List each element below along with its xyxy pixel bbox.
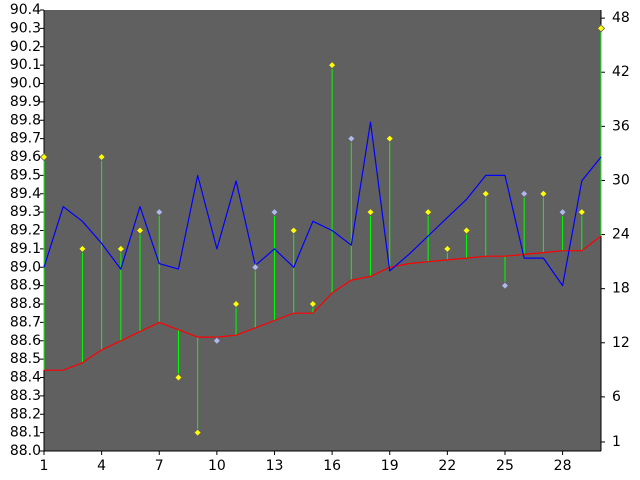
data-point	[481, 189, 490, 198]
data-point	[558, 208, 567, 217]
right-tick-label: 18	[612, 281, 630, 297]
data-point	[424, 208, 433, 217]
left-tick-label: 89.5	[10, 167, 41, 183]
x-tick-label: 25	[496, 458, 514, 474]
right-tick-label: 6	[612, 389, 621, 405]
right-tick-label: 12	[612, 335, 630, 351]
left-tick-label: 89.0	[10, 259, 41, 275]
data-point	[328, 61, 337, 70]
x-tick-label: 10	[208, 458, 226, 474]
left-tick-label: 89.4	[10, 186, 41, 202]
left-tick-label: 90.1	[10, 57, 41, 73]
left-y-axis: 88.0 88.1 88.2 88.3 88.4 88.5 88.6 88.7 88.8 88.9…	[10, 2, 45, 459]
left-tick-label: 89.3	[10, 204, 41, 220]
x-tick-label: 4	[97, 458, 106, 474]
data-point	[97, 152, 106, 162]
data-point	[347, 134, 356, 143]
left-tick-label: 90.3	[10, 20, 41, 36]
left-tick-label: 90.4	[10, 2, 41, 18]
series-line-2	[43, 121, 602, 287]
data-point	[500, 281, 510, 290]
x-tick-label: 22	[438, 458, 456, 474]
data-point	[577, 208, 586, 217]
left-tick-label: 88.2	[10, 406, 41, 422]
data-point	[539, 189, 548, 198]
left-tick-label: 89.2	[10, 223, 41, 239]
left-tick-label: 90.2	[10, 39, 41, 55]
left-tick-label: 89.6	[10, 149, 41, 165]
left-tick-label: 88.7	[10, 314, 41, 330]
left-tick-label: 88.4	[10, 370, 41, 386]
x-tick-label: 16	[323, 458, 341, 474]
data-point	[78, 244, 87, 253]
series-line-1	[44, 235, 602, 371]
right-tick-label: 48	[612, 10, 630, 26]
data-point	[308, 299, 317, 309]
left-tick-label: 89.8	[10, 112, 41, 128]
left-tick-label: 88.9	[10, 278, 41, 294]
left-tick-label: 89.7	[10, 131, 41, 147]
right-tick-label: 30	[612, 172, 630, 188]
x-axis: 1 4 7 10 13 16 19 22 25 28	[40, 450, 601, 474]
left-tick-label: 88.1	[10, 425, 41, 441]
data-point	[270, 208, 279, 217]
data-point	[39, 152, 49, 162]
data-point	[462, 226, 471, 235]
x-tick-label: 19	[381, 458, 399, 474]
right-tick-label: 36	[612, 118, 630, 134]
markers	[39, 24, 606, 437]
data-point	[116, 244, 125, 253]
data-point	[193, 428, 202, 437]
data-point	[135, 226, 145, 235]
data-point	[366, 208, 375, 217]
left-tick-label: 88.3	[10, 388, 41, 404]
left-tick-label: 88.0	[10, 443, 41, 459]
data-point	[289, 226, 298, 235]
right-y-axis: 1 6 12 18 24 30 36 42 48	[600, 10, 630, 451]
left-tick-label: 89.1	[10, 241, 41, 257]
data-point	[155, 208, 164, 217]
series-lines	[43, 121, 602, 371]
left-tick-label: 89.9	[10, 94, 41, 110]
x-tick-label: 28	[554, 458, 572, 474]
data-point	[385, 134, 394, 143]
data-point	[174, 373, 183, 382]
x-tick-label: 1	[40, 458, 49, 474]
x-tick-label: 7	[155, 458, 164, 474]
data-point	[251, 263, 260, 272]
data-point	[520, 189, 529, 198]
left-tick-label: 88.6	[10, 333, 41, 349]
vertical-lines	[43, 28, 602, 433]
left-tick-label: 90.0	[10, 76, 41, 92]
data-point	[443, 244, 452, 253]
left-tick-label: 88.8	[10, 296, 41, 312]
right-tick-label: 42	[612, 64, 630, 80]
right-tick-label: 1	[612, 434, 621, 450]
data-point	[212, 336, 221, 345]
x-tick-label: 13	[266, 458, 284, 474]
left-tick-label: 88.5	[10, 351, 41, 367]
data-point	[232, 299, 241, 309]
data-point	[596, 24, 606, 33]
right-tick-label: 24	[612, 227, 630, 243]
